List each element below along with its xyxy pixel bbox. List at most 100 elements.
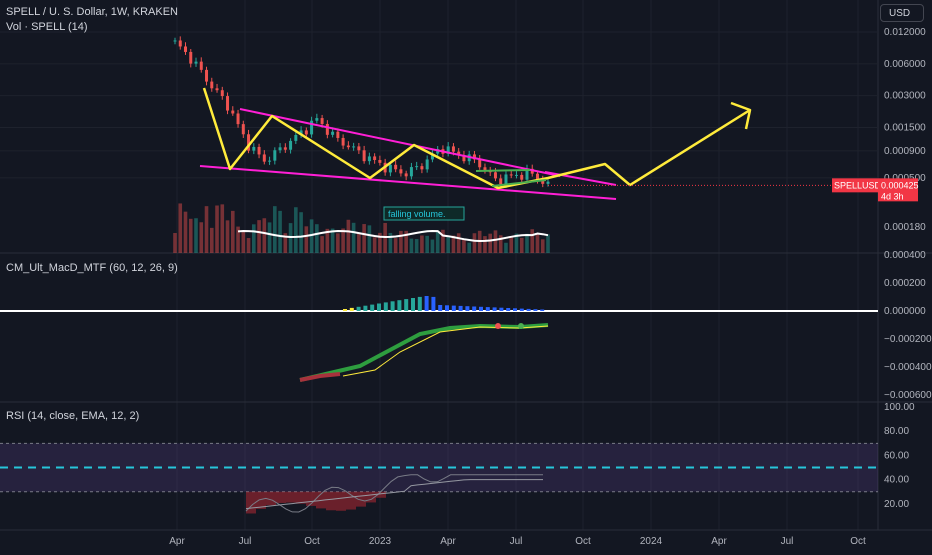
projection-arrowhead[interactable]: [730, 101, 752, 130]
annotation-text[interactable]: falling volume.: [388, 209, 446, 219]
candle-body: [247, 134, 251, 151]
rsi-band: [0, 442, 878, 493]
candle-body: [189, 51, 193, 64]
candle-body: [357, 146, 361, 151]
volume-bar: [362, 224, 366, 253]
time-tick-label: Oct: [304, 536, 320, 547]
volume-bar: [273, 206, 277, 253]
price-tick-label: 0.006000: [884, 59, 926, 70]
time-tick-label: Apr: [711, 536, 727, 547]
volume-title[interactable]: Vol · SPELL (14): [6, 21, 88, 33]
volume-bar: [199, 222, 204, 253]
rsi-tick-label: 60.00: [884, 450, 909, 461]
volume-bar: [493, 230, 498, 253]
macd-histogram-bar: [424, 296, 429, 311]
candle-body: [457, 151, 461, 156]
volume-bar: [451, 235, 456, 253]
volume-bar: [378, 232, 382, 253]
time-tick-label: Apr: [169, 536, 185, 547]
candle-body: [415, 166, 419, 168]
macd-title[interactable]: CM_Ult_MacD_MTF (60, 12, 26, 9): [6, 262, 178, 274]
candle-body: [451, 146, 455, 152]
time-tick-label: Oct: [850, 536, 866, 547]
candle-body: [462, 155, 466, 162]
volume-bar: [336, 233, 340, 253]
price-tick-label: 0.000180: [884, 222, 926, 233]
candle-body: [425, 159, 429, 170]
macd-histogram-bar: [363, 305, 368, 311]
wedge-upper-trendline[interactable]: [239, 108, 561, 177]
candle-body: [530, 168, 534, 174]
volume-bar: [204, 206, 209, 253]
candle-body: [404, 173, 408, 177]
rsi-tick-label: 20.00: [884, 499, 909, 510]
mini-wedge-top[interactable]: [475, 169, 531, 172]
rsi-oversold-fill: [246, 491, 256, 514]
time-tick-label: Apr: [440, 536, 456, 547]
macd-histogram-bar: [533, 309, 538, 311]
price-tick-label: 0.000900: [884, 146, 926, 157]
macd-tick-label: −0.000600: [884, 390, 932, 401]
time-tick-label: Jul: [510, 536, 523, 547]
macd-line-bearish: [299, 372, 341, 382]
candle-body: [320, 118, 324, 124]
candle-body: [525, 168, 529, 180]
candle-body: [541, 179, 545, 184]
volume-bar: [446, 236, 450, 253]
volume-bar: [288, 223, 293, 253]
candle-body: [173, 40, 177, 42]
volume-bar: [346, 219, 351, 253]
mini-wedge-bottom[interactable]: [491, 179, 547, 187]
volume-bar: [430, 239, 435, 253]
macd-histogram-bar: [519, 308, 524, 311]
volume-bar: [509, 236, 514, 253]
candle-body: [310, 120, 314, 135]
symbol-title[interactable]: SPELL / U. S. Dollar, 1W, KRAKEN: [6, 6, 178, 18]
candle-body: [336, 131, 340, 138]
candle-body: [283, 147, 287, 150]
time-tick-label: 2024: [640, 536, 663, 547]
volume-bar: [325, 228, 330, 253]
wedge-lower-trendline[interactable]: [199, 165, 617, 200]
rsi-pane: [245, 474, 543, 514]
candle-body: [420, 166, 424, 170]
drawings[interactable]: falling volume.: [199, 87, 752, 221]
price-tick-label: 0.001500: [884, 122, 926, 133]
macd-histogram-bar: [438, 305, 443, 311]
volume-bar: [519, 237, 524, 253]
macd-histogram-bar: [349, 307, 354, 311]
candle-body: [178, 40, 182, 47]
candle-body: [388, 164, 392, 173]
candle-body: [241, 124, 245, 135]
candle-body: [409, 167, 413, 177]
macd-cross-dot: [495, 323, 501, 329]
candle-body: [535, 173, 539, 180]
candle-body: [478, 159, 482, 168]
annotation-box[interactable]: [383, 206, 465, 221]
time-tick-label: 2023: [369, 536, 392, 547]
candle-body: [331, 131, 335, 135]
rsi-tick-label: 40.00: [884, 475, 909, 486]
candle-body: [304, 130, 308, 135]
volume-bar: [546, 234, 550, 253]
projection-path[interactable]: [202, 87, 751, 190]
rsi-oversold-fill: [366, 491, 376, 503]
volume-bar: [209, 227, 214, 253]
macd-histogram-bar: [479, 306, 483, 311]
currency-button[interactable]: USD: [880, 4, 924, 22]
volume-bar: [178, 203, 183, 253]
volume-bar: [420, 235, 424, 253]
candle-body: [373, 156, 377, 161]
macd-histogram-bar: [411, 298, 415, 311]
last-price-symbol-tag: [832, 178, 878, 193]
volume-bar: [294, 207, 298, 253]
candle-body: [199, 61, 203, 70]
rsi-title[interactable]: RSI (14, close, EMA, 12, 2): [6, 410, 140, 422]
last-price-countdown: 4d 3h: [881, 191, 904, 201]
rsi-line: [245, 474, 543, 513]
macd-tick-label: −0.000200: [884, 334, 932, 345]
candle-body: [514, 174, 518, 176]
wedge-upper-extension[interactable]: [544, 171, 617, 186]
